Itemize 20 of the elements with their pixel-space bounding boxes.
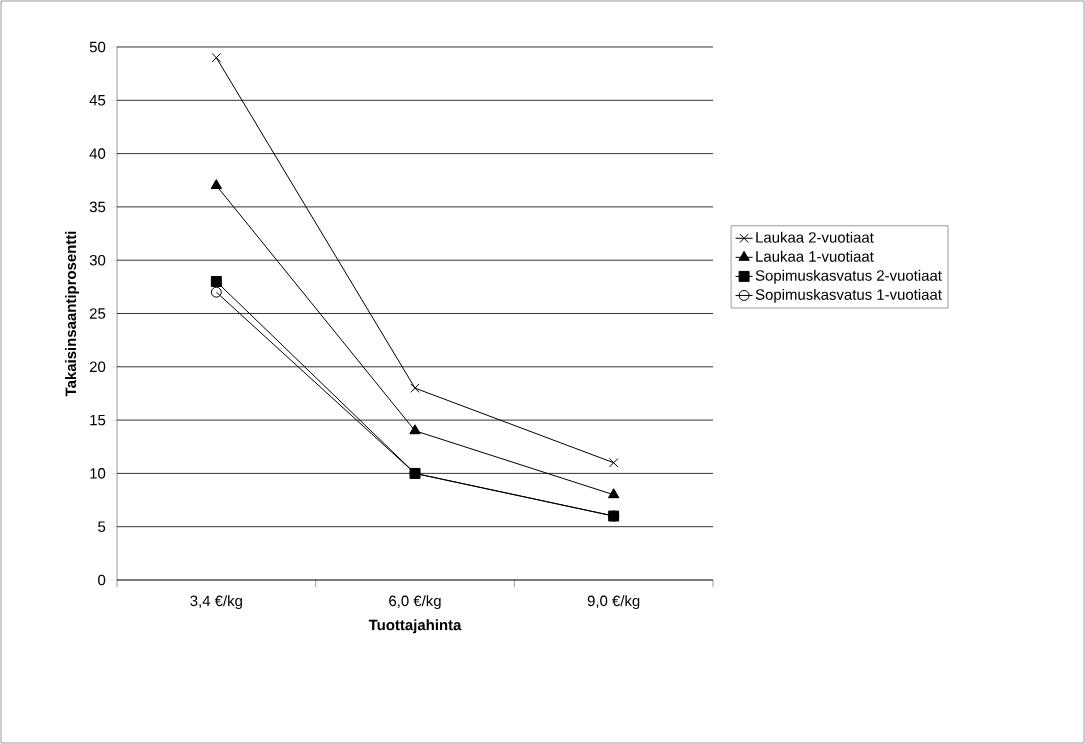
x-tick-label: 9,0 €/kg: [587, 595, 640, 610]
x-tick-label: 6,0 €/kg: [389, 595, 441, 610]
x-axis-title: Tuottajahinta: [368, 619, 462, 634]
y-tick-label: 40: [89, 148, 106, 159]
y-tick-label: 0: [98, 574, 106, 586]
y-tick-label: 25: [89, 308, 106, 319]
legend-label: Laukaa 1-vuotiaat: [756, 250, 874, 262]
y-tick-label: 30: [89, 254, 106, 266]
y-axis-title: Takaisinsaantiprosentti: [65, 231, 80, 397]
y-tick-label: 50: [89, 41, 106, 53]
y-tick-label: 35: [89, 201, 106, 213]
y-tick-label: 10: [90, 468, 106, 479]
y-tick-label: 15: [90, 414, 106, 426]
y-tick-label: 5: [98, 521, 106, 532]
legend-label: Sopimuskasvatus 1-vuotiaat: [755, 288, 942, 303]
legend-label: Sopimuskasvatus 2-vuotiaat: [755, 269, 942, 284]
x-tick-label: 3,4 €/kg: [190, 595, 242, 610]
y-tick-label: 45: [89, 95, 106, 106]
legend-label: Laukaa 2-vuotiaat: [756, 231, 874, 243]
y-tick-label: 20: [89, 361, 106, 373]
